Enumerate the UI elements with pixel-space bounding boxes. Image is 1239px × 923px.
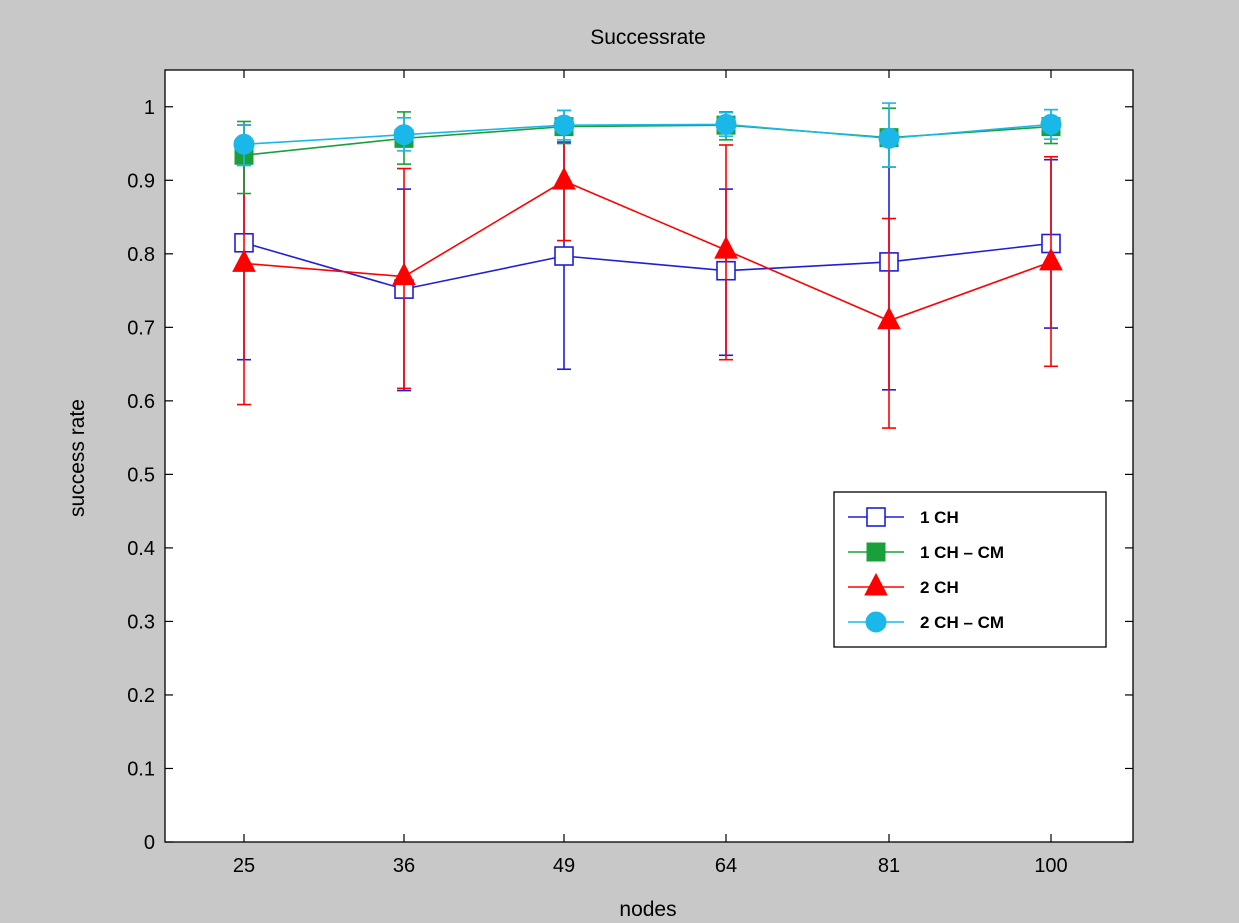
plot-area — [164, 69, 1134, 843]
x-tick-label: 49 — [553, 855, 575, 877]
series-line — [243, 180, 1052, 322]
chart-title: Successrate — [590, 26, 706, 49]
y-tick-label: 0.4 — [127, 538, 155, 560]
data-point — [1039, 247, 1063, 271]
data-point — [554, 246, 574, 266]
series-line — [243, 123, 1052, 146]
y-tick-label: 0 — [144, 832, 155, 854]
data-point — [878, 127, 900, 149]
axes: 0 0.1 0.2 0.3 0.4 0.5 0.6 0.7 0.8 0.9 1 25 36 49 64 81 1… — [127, 70, 1133, 877]
legend-marker — [866, 542, 886, 562]
data-point — [877, 306, 901, 330]
y-tick-label: 1 — [144, 97, 155, 119]
legend-entry-label: 1 CH – CM — [920, 543, 1004, 562]
x-tick-label: 81 — [878, 855, 900, 877]
x-axis-label: nodes — [619, 898, 676, 921]
x-tick-label: 64 — [715, 855, 737, 877]
y-tick-label: 0.8 — [127, 244, 155, 266]
data-point — [715, 113, 737, 135]
data-point — [553, 114, 575, 136]
data-point — [1040, 113, 1062, 135]
series-line — [243, 242, 1052, 290]
y-axis-label: success rate — [66, 399, 89, 517]
legend-marker — [865, 611, 887, 633]
y-tick-label: 0.9 — [127, 170, 155, 192]
legend-entry-label: 1 CH — [920, 508, 959, 527]
data-point — [393, 124, 415, 146]
legend-marker — [864, 572, 888, 596]
data-point — [552, 166, 576, 190]
plot-background — [164, 69, 1134, 843]
legend-entry-label: 2 CH — [920, 578, 959, 597]
series-layer — [232, 102, 1063, 429]
y-tick-label: 0.3 — [127, 611, 155, 633]
y-tick-label: 0.2 — [127, 685, 155, 707]
x-tick-label: 25 — [233, 855, 255, 877]
data-point — [714, 236, 738, 259]
y-tick-label: 0.1 — [127, 758, 155, 780]
data-point — [233, 133, 255, 155]
data-point — [232, 249, 256, 272]
legend-entry-label: 2 CH – CM — [920, 613, 1004, 632]
series-3 — [233, 102, 1062, 168]
x-tick-label: 36 — [393, 855, 415, 877]
y-tick-label: 0.5 — [127, 464, 155, 486]
y-tick-label: 0.7 — [127, 317, 155, 339]
legend: 1 CH 1 CH – CM 2 CH 2 CH – CM — [833, 491, 1107, 648]
y-tick-label: 0.6 — [127, 391, 155, 413]
data-point — [392, 262, 416, 286]
x-tick-label: 100 — [1034, 855, 1067, 877]
legend-marker — [866, 507, 886, 527]
